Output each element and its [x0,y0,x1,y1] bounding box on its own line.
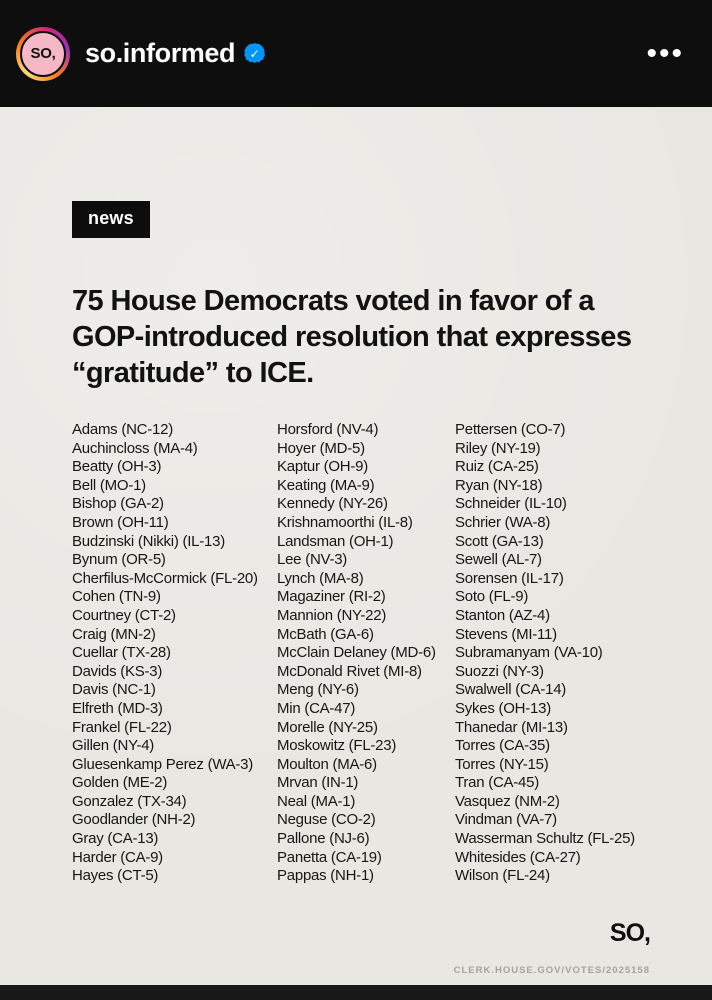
list-item: Stevens (MI-11) [455,625,557,643]
list-item: Davids (KS-3) [72,662,163,680]
list-item: Schrier (WA-8) [455,513,551,531]
list-item: Vasquez (NM-2) [455,792,560,810]
list-item: Vindman (VA-7) [455,811,557,829]
source-url: CLERK.HOUSE.GOV/VOTES/2025158 [453,964,650,976]
list-item: McClain Delaney (MD-6) [277,644,436,662]
list-item: Pappas (NH-1) [277,867,374,885]
list-item: Golden (ME-2) [72,774,168,792]
news-tag: news [72,201,150,238]
list-item: Panetta (CA-19) [277,848,382,866]
list-item: Gillen (NY-4) [72,737,155,755]
list-item: Swalwell (CA-14) [455,681,567,699]
list-item: Soto (FL-9) [455,588,529,606]
list-item: Bynum (OR-5) [72,551,166,569]
list-item: Mrvan (IN-1) [277,774,359,792]
list-item: Mannion (NY-22) [277,606,387,624]
list-item: Moulton (MA-6) [277,755,377,773]
list-item: Auchincloss (MA-4) [72,439,198,457]
avatar-monogram: SO, [20,30,66,77]
list-item: Thanedar (MI-13) [455,718,568,736]
list-item: Whitesides (CA-27) [455,848,581,866]
list-item: Subramanyam (VA-10) [455,644,603,662]
list-item: Brown (OH-11) [72,513,169,531]
post-header: SO, so.informed ✓ ••• [0,0,712,107]
post-image: news 75 House Democrats voted in favor o… [0,107,712,985]
list-item: Courtney (CT-2) [72,606,176,624]
names-column: Horsford (NV-4) Hoyer (MD-5) Kaptur (OH-9)… [277,421,455,886]
list-item: Morelle (NY-25) [277,718,378,736]
account-info: so.informed ✓ [85,38,266,69]
list-item: Torres (CA-35) [455,737,550,755]
list-item: Neal (MA-1) [277,792,356,810]
list-item: Harder (CA-9) [72,848,163,866]
list-item: Hoyer (MD-5) [277,439,365,457]
headline: 75 House Democrats voted in favor of a G… [72,285,632,389]
list-item: Pettersen (CO-7) [455,421,566,438]
list-item: Hayes (CT-5) [72,867,159,885]
list-item: Gray (CA-13) [72,830,159,848]
list-item: Min (CA-47) [277,699,356,717]
list-item: Goodlander (NH-2) [72,811,196,829]
list-item: Torres (NY-15) [455,755,549,773]
list-item: Riley (NY-19) [455,439,541,457]
list-item: Ryan (NY-18) [455,476,543,494]
so-logo: SO, [609,918,651,947]
list-item: Wasserman Schultz (FL-25) [455,830,635,848]
list-item: Beatty (OH-3) [72,458,162,476]
list-item: Horsford (NV-4) [277,421,379,438]
list-item: Moskowitz (FL-23) [277,737,397,755]
list-item: Ruiz (CA-25) [455,458,539,476]
list-item: Bell (MO-1) [72,476,146,494]
list-item: Sykes (OH-13) [455,699,551,717]
list-item: Cherfilus-McCormick (FL-20) [72,569,258,587]
list-item: Adams (NC-12) [72,421,173,438]
list-item: Kennedy (NY-26) [277,495,388,513]
names-column: Adams (NC-12) Auchincloss (MA-4) Beatty (O… [72,421,277,886]
list-item: Davis (NC-1) [72,681,156,699]
list-item: Sorensen (IL-17) [455,569,564,587]
list-item: Pallone (NJ-6) [277,830,370,848]
list-item: Landsman (OH-1) [277,532,394,550]
list-item: Kaptur (OH-9) [277,458,368,476]
list-item: Keating (MA-9) [277,476,375,494]
list-item: Craig (MN-2) [72,625,156,643]
verified-badge-icon: ✓ [244,43,266,63]
more-options-button[interactable]: ••• [646,36,684,70]
list-item: Cuellar (TX-28) [72,644,171,662]
list-item: Krishnamoorthi (IL-8) [277,513,413,531]
list-item: Lynch (MA-8) [277,569,364,587]
names-column: Pettersen (CO-7) Riley (NY-19) Ruiz (CA-25… [455,421,652,886]
card-footer: SO, CLERK.HOUSE.GOV/VOTES/2025158 [72,886,652,976]
list-item: Lee (NV-3) [277,551,348,569]
names-list: Adams (NC-12) Auchincloss (MA-4) Beatty (O… [72,421,652,886]
list-item: Tran (CA-45) [455,774,539,792]
list-item: Gonzalez (TX-34) [72,792,187,810]
list-item: Neguse (CO-2) [277,811,376,829]
bottom-bar [0,985,712,1000]
list-item: McDonald Rivet (MI-8) [277,662,422,680]
list-item: Elfreth (MD-3) [72,699,163,717]
username[interactable]: so.informed [85,38,236,68]
list-item: Cohen (TN-9) [72,588,161,606]
list-item: Meng (NY-6) [277,681,359,699]
list-item: Bishop (GA-2) [72,495,164,513]
list-item: Gluesenkamp Perez (WA-3) [72,755,254,773]
list-item: Wilson (FL-24) [455,867,550,885]
list-item: Magaziner (RI-2) [277,588,386,606]
list-item: McBath (GA-6) [277,625,374,643]
list-item: Stanton (AZ-4) [455,606,550,624]
list-item: Schneider (IL-10) [455,495,567,513]
avatar[interactable]: SO, [16,26,70,81]
list-item: Frankel (FL-22) [72,718,172,736]
list-item: Suozzi (NY-3) [455,662,544,680]
list-item: Scott (GA-13) [455,532,544,550]
list-item: Sewell (AL-7) [455,551,542,569]
list-item: Budzinski (Nikki) (IL-13) [72,532,225,550]
